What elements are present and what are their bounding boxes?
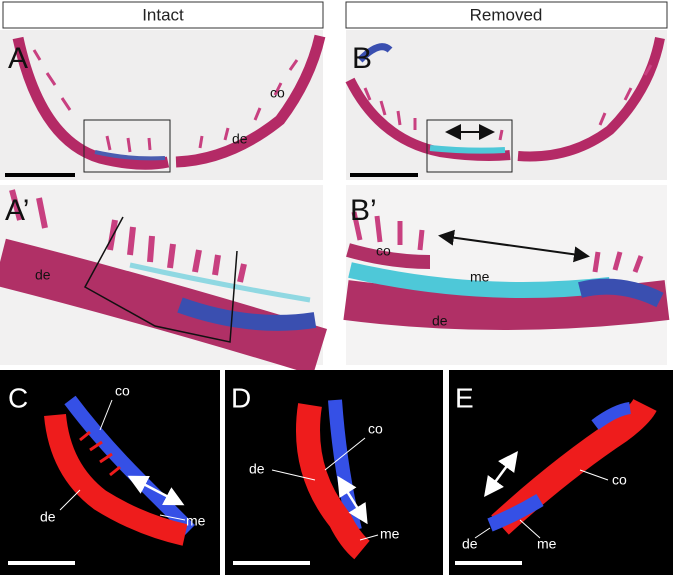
panel-b: B <box>345 30 667 180</box>
annotation: de <box>35 267 51 283</box>
panel-label: A <box>8 42 28 75</box>
header-box <box>2 1 324 29</box>
panel-label: B’ <box>350 194 377 227</box>
annotation: co <box>115 383 130 399</box>
annotation: de <box>249 461 265 477</box>
panel-label: A’ <box>5 194 29 227</box>
panel-d: D co de me <box>225 370 443 575</box>
annotation: de <box>432 313 448 329</box>
annotation: co <box>612 472 627 488</box>
annotation: me <box>537 536 557 552</box>
panel-a-prime: A’ de <box>0 185 328 375</box>
panel-a: A co de <box>0 30 326 180</box>
annotation: co <box>376 243 391 259</box>
panel-label: E <box>455 382 474 413</box>
annotation: me <box>470 269 490 285</box>
annotation: co <box>270 85 285 101</box>
panel-e: E co de me <box>449 370 673 575</box>
header: Removed <box>470 5 543 24</box>
annotation: de <box>232 131 248 147</box>
panel-c: C co de me <box>0 370 220 575</box>
panel-label: D <box>231 382 251 413</box>
annotation: de <box>40 509 56 525</box>
annotation: me <box>380 526 400 542</box>
annotation: me <box>186 513 206 529</box>
panel-b-prime: B’ co me de <box>343 185 670 365</box>
panel-label: C <box>8 382 28 413</box>
header: Intact <box>142 5 184 24</box>
annotation: co <box>368 421 383 437</box>
header-box <box>345 1 668 29</box>
annotation: de <box>462 536 478 552</box>
panel-label: B <box>352 42 372 75</box>
